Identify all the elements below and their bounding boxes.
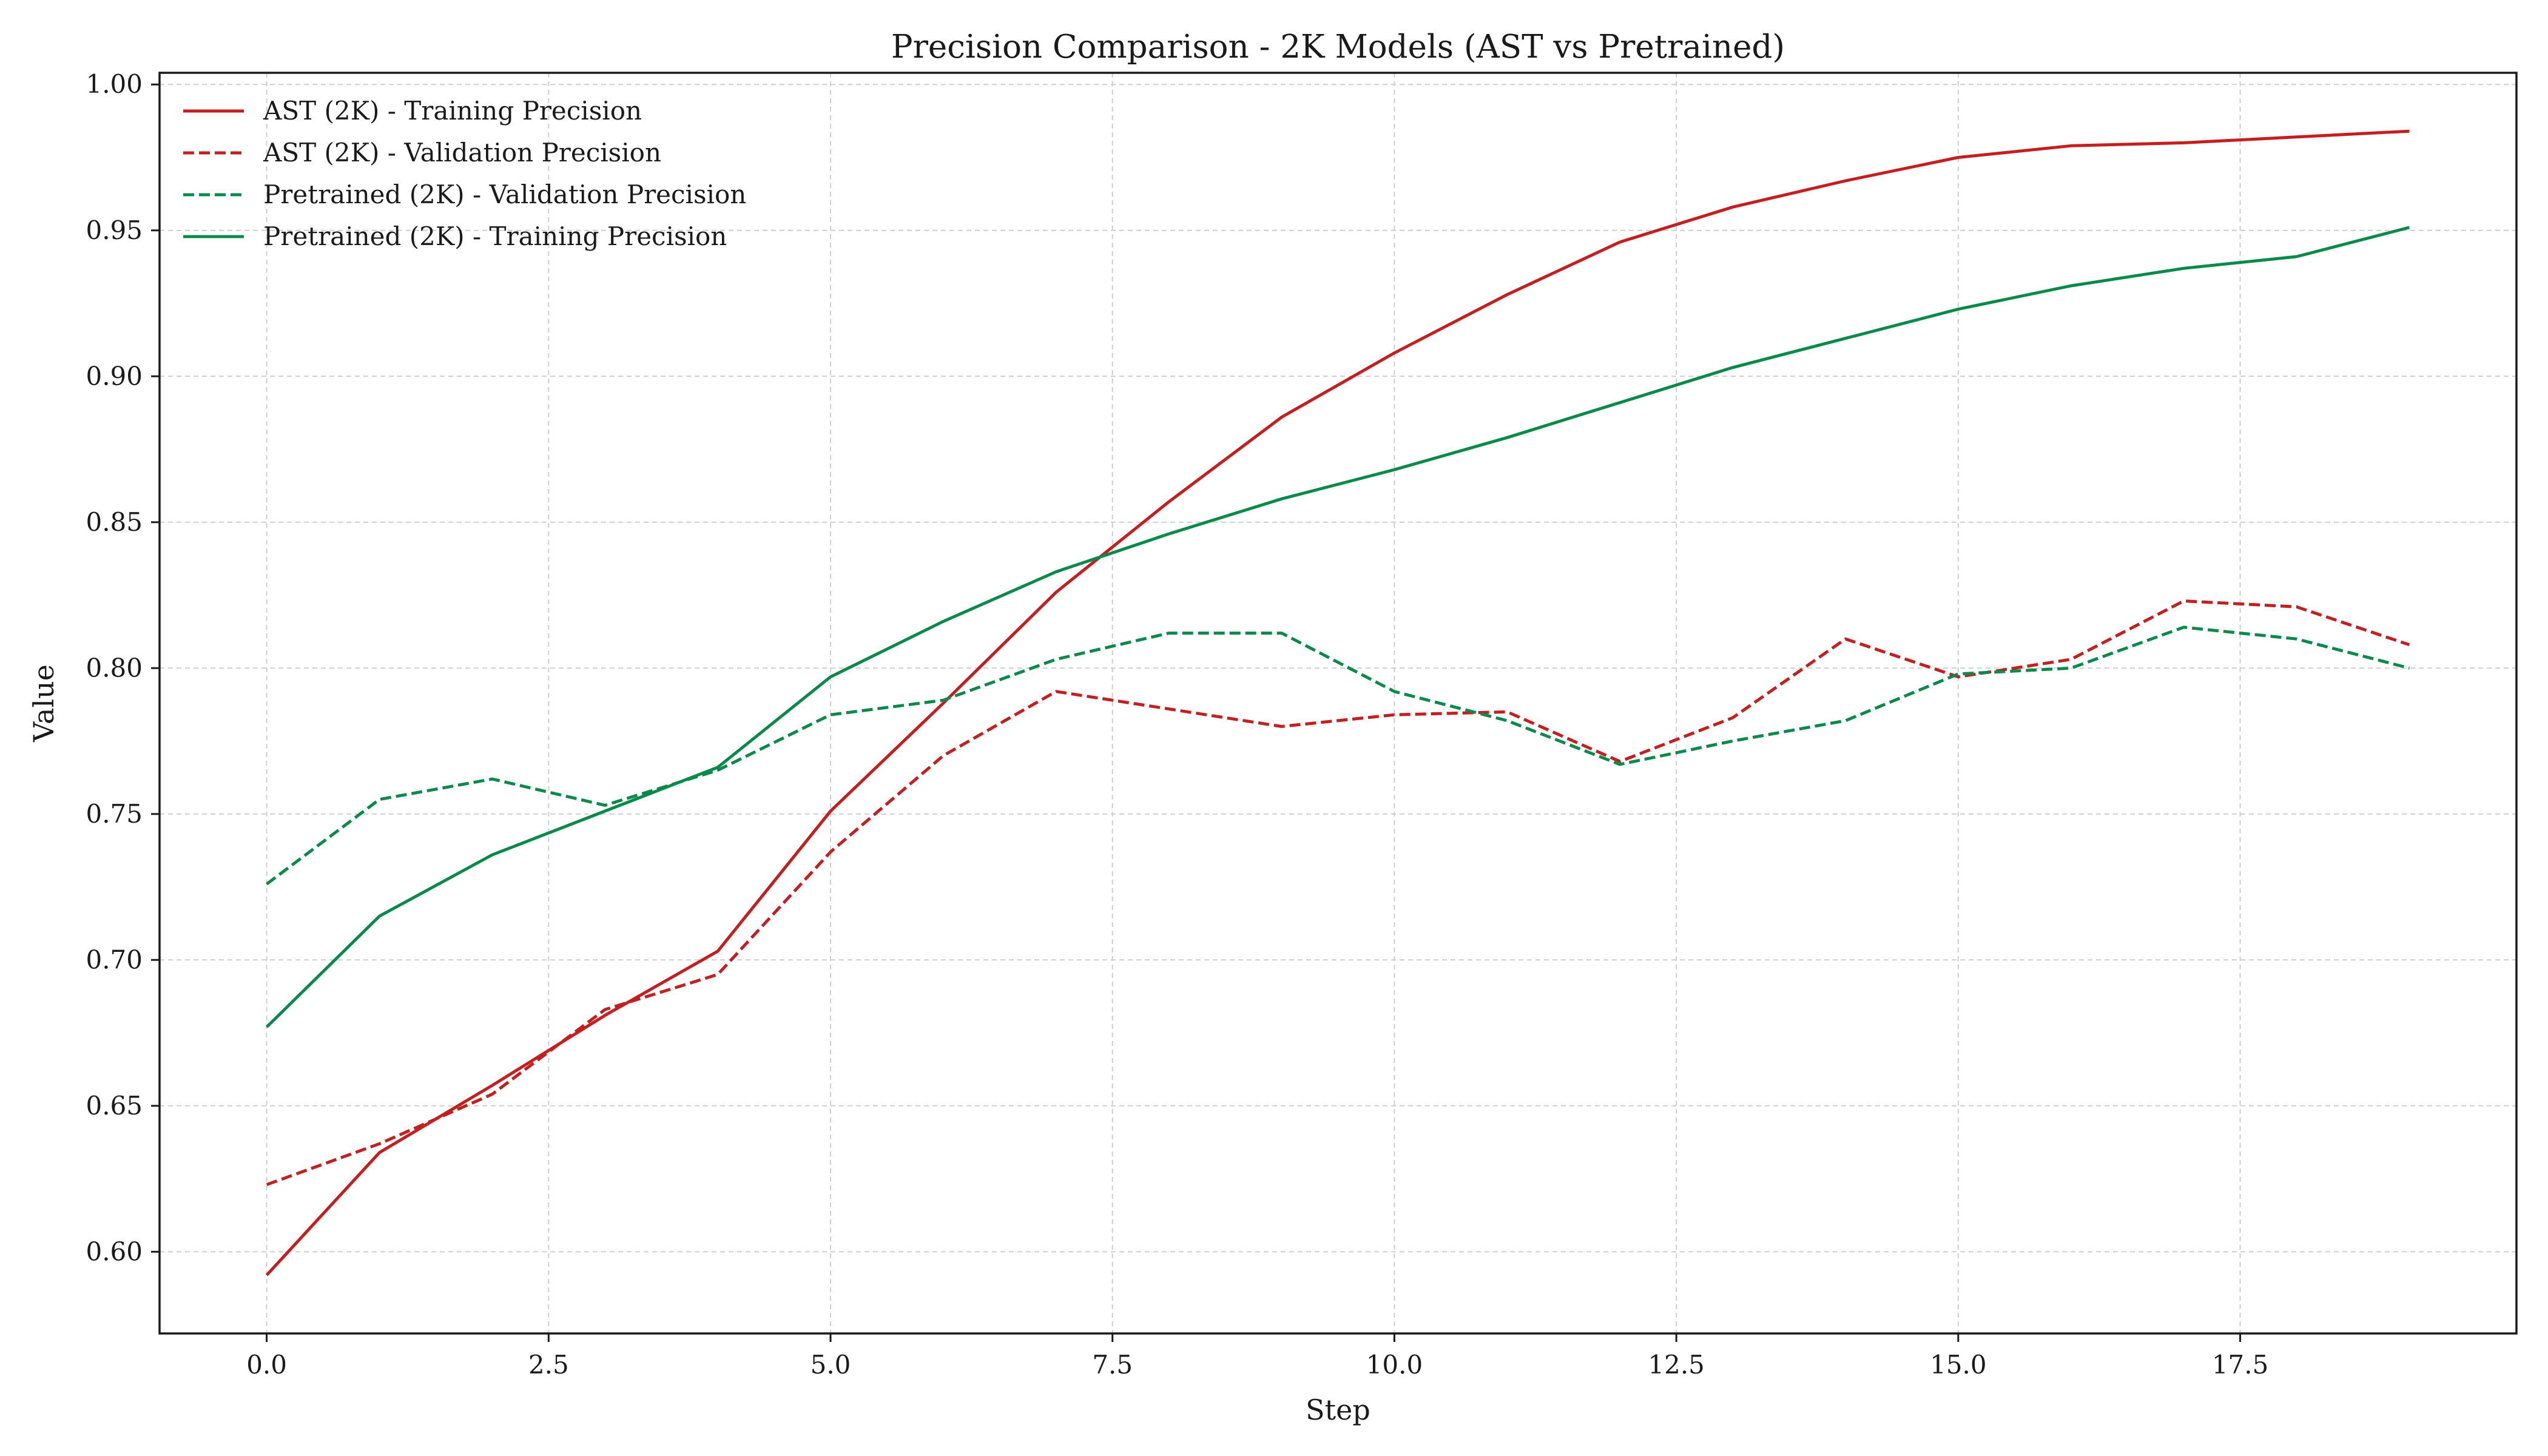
grid-lines <box>160 73 2516 1333</box>
series-line-2 <box>266 599 2410 1187</box>
y-tick-label: 0.60 <box>86 1236 143 1266</box>
x-tick-label: 15.0 <box>1930 1350 1987 1380</box>
legend-label-1: AST (2K) - Training Precision <box>263 96 642 126</box>
y-tick-label: 0.85 <box>86 507 143 537</box>
series-line-4 <box>265 226 2410 1028</box>
legend-label-3: Pretrained (2K) - Validation Precision <box>263 180 746 209</box>
series-lines <box>265 129 2410 1276</box>
legend: AST (2K) - Training Precision AST (2K) - … <box>183 96 746 251</box>
chart-title: Precision Comparison - 2K Models (AST vs… <box>891 29 1785 66</box>
legend-label-4: Pretrained (2K) - Training Precision <box>263 221 727 251</box>
series-line-3 <box>266 625 2410 886</box>
x-tick-label: 5.0 <box>811 1350 851 1380</box>
legend-label-2: AST (2K) - Validation Precision <box>263 138 661 167</box>
y-tick-label: 0.80 <box>86 653 143 682</box>
x-tick-label: 0.0 <box>246 1350 287 1380</box>
y-tick-label: 1.00 <box>86 69 143 99</box>
y-tick-label: 0.70 <box>86 945 143 974</box>
y-tick-label: 0.75 <box>86 799 143 829</box>
y-axis-label: Value <box>27 664 60 743</box>
x-tick-label: 7.5 <box>1092 1350 1133 1380</box>
axis-ticks: 0.0 2.5 5.0 7.5 10.0 12.5 15.0 17.5 0.60 0.65 0.70… <box>86 69 2268 1380</box>
series-line-1 <box>265 129 2410 1276</box>
x-axis-label: Step <box>1306 1394 1370 1426</box>
x-tick-label: 2.5 <box>528 1350 569 1380</box>
x-tick-label: 12.5 <box>1648 1350 1705 1380</box>
plot-frame <box>158 72 2518 1335</box>
y-tick-label: 0.95 <box>86 215 143 245</box>
y-tick-label: 0.65 <box>86 1091 143 1121</box>
x-tick-label: 10.0 <box>1366 1350 1423 1380</box>
x-tick-label: 17.5 <box>2212 1350 2269 1380</box>
y-tick-label: 0.90 <box>86 361 143 391</box>
